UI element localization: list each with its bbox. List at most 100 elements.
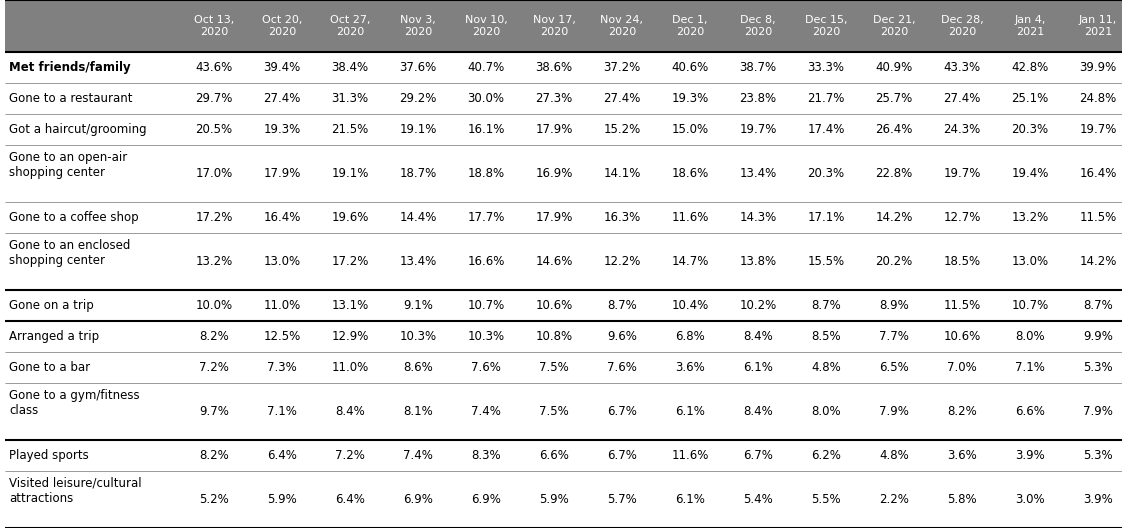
Text: 13.2%: 13.2% [195,255,232,268]
Text: 5.5%: 5.5% [811,493,840,506]
Text: 15.0%: 15.0% [671,123,709,136]
Text: 13.0%: 13.0% [1011,255,1049,268]
Text: 22.8%: 22.8% [875,167,912,180]
Text: 19.7%: 19.7% [944,167,981,180]
Text: 7.5%: 7.5% [540,361,569,374]
Text: 38.6%: 38.6% [535,61,572,74]
Text: 13.1%: 13.1% [331,299,369,312]
Text: 25.7%: 25.7% [875,92,912,105]
Text: 7.4%: 7.4% [403,449,433,462]
Text: 20.3%: 20.3% [808,167,845,180]
Text: Oct 27,
2020: Oct 27, 2020 [330,15,370,37]
Text: 6.4%: 6.4% [335,493,365,506]
Text: Dec 21,
2020: Dec 21, 2020 [873,15,916,37]
Text: 18.6%: 18.6% [671,167,709,180]
Text: 24.3%: 24.3% [944,123,981,136]
Text: 7.2%: 7.2% [335,449,365,462]
Text: 18.5%: 18.5% [944,255,981,268]
Text: 17.2%: 17.2% [195,211,232,224]
Text: 7.2%: 7.2% [199,361,229,374]
Text: 11.5%: 11.5% [1079,211,1116,224]
Text: 6.7%: 6.7% [607,449,637,462]
Text: 8.0%: 8.0% [811,405,840,418]
Text: 19.3%: 19.3% [671,92,709,105]
Text: 16.3%: 16.3% [604,211,641,224]
Text: Dec 8,
2020: Dec 8, 2020 [741,15,775,37]
Text: 5.4%: 5.4% [743,493,773,506]
Text: Oct 13,
2020: Oct 13, 2020 [194,15,234,37]
Text: 16.4%: 16.4% [1079,167,1116,180]
Text: 4.8%: 4.8% [811,361,840,374]
Text: 10.0%: 10.0% [195,299,232,312]
Text: 39.9%: 39.9% [1079,61,1116,74]
Bar [4,233,1122,290]
Text: 6.1%: 6.1% [675,493,705,506]
Text: 8.4%: 8.4% [743,330,773,343]
Text: 27.3%: 27.3% [535,92,572,105]
Text: Nov 24,
2020: Nov 24, 2020 [600,15,644,37]
Text: 9.7%: 9.7% [199,405,229,418]
Bar [4,0,1122,52]
Text: Gone to an enclosed
shopping center: Gone to an enclosed shopping center [9,239,130,267]
Text: 7.1%: 7.1% [267,405,297,418]
Text: Nov 17,
2020: Nov 17, 2020 [533,15,576,37]
Text: 30.0%: 30.0% [468,92,505,105]
Text: 26.4%: 26.4% [875,123,912,136]
Text: 3.0%: 3.0% [1015,493,1045,506]
Text: 18.7%: 18.7% [399,167,436,180]
Text: 40.7%: 40.7% [468,61,505,74]
Bar [4,352,1122,383]
Text: 7.5%: 7.5% [540,405,569,418]
Text: 17.9%: 17.9% [264,167,301,180]
Bar [4,83,1122,114]
Text: 15.2%: 15.2% [604,123,641,136]
Text: 17.9%: 17.9% [535,211,572,224]
Bar [4,471,1122,528]
Text: 14.7%: 14.7% [671,255,709,268]
Text: 17.0%: 17.0% [195,167,232,180]
Text: 14.2%: 14.2% [875,211,912,224]
Bar [4,383,1122,440]
Text: 33.3%: 33.3% [808,61,845,74]
Text: 6.5%: 6.5% [880,361,909,374]
Text: 10.7%: 10.7% [468,299,505,312]
Text: 27.4%: 27.4% [264,92,301,105]
Text: 27.4%: 27.4% [604,92,641,105]
Text: 17.9%: 17.9% [535,123,572,136]
Text: 8.4%: 8.4% [743,405,773,418]
Text: Dec 15,
2020: Dec 15, 2020 [804,15,847,37]
Text: Gone to an open-air
shopping center: Gone to an open-air shopping center [9,151,127,179]
Text: 10.3%: 10.3% [468,330,505,343]
Text: 14.3%: 14.3% [739,211,776,224]
Text: 10.4%: 10.4% [671,299,709,312]
Text: 13.0%: 13.0% [264,255,301,268]
Text: 17.4%: 17.4% [808,123,845,136]
Text: Oct 20,
2020: Oct 20, 2020 [261,15,302,37]
Text: 5.9%: 5.9% [267,493,297,506]
Text: Nov 10,
2020: Nov 10, 2020 [465,15,507,37]
Text: 6.6%: 6.6% [1015,405,1045,418]
Text: 10.3%: 10.3% [399,330,436,343]
Text: 19.4%: 19.4% [1011,167,1049,180]
Text: 2.2%: 2.2% [879,493,909,506]
Text: 10.2%: 10.2% [739,299,776,312]
Text: 8.7%: 8.7% [811,299,840,312]
Text: 5.3%: 5.3% [1083,361,1113,374]
Text: 3.6%: 3.6% [675,361,705,374]
Text: Arranged a trip: Arranged a trip [9,330,99,343]
Text: 37.2%: 37.2% [604,61,641,74]
Text: Visited leisure/cultural
attractions: Visited leisure/cultural attractions [9,477,141,505]
Text: 5.7%: 5.7% [607,493,637,506]
Text: 3.6%: 3.6% [947,449,977,462]
Text: 19.6%: 19.6% [331,211,369,224]
Bar [4,145,1122,202]
Text: 4.8%: 4.8% [880,449,909,462]
Text: Jan 4,
2021: Jan 4, 2021 [1014,15,1046,37]
Text: 10.7%: 10.7% [1011,299,1049,312]
Text: 6.1%: 6.1% [743,361,773,374]
Text: 7.1%: 7.1% [1015,361,1045,374]
Text: 7.6%: 7.6% [471,361,500,374]
Text: 7.7%: 7.7% [879,330,909,343]
Text: 11.6%: 11.6% [671,449,709,462]
Text: 16.1%: 16.1% [467,123,505,136]
